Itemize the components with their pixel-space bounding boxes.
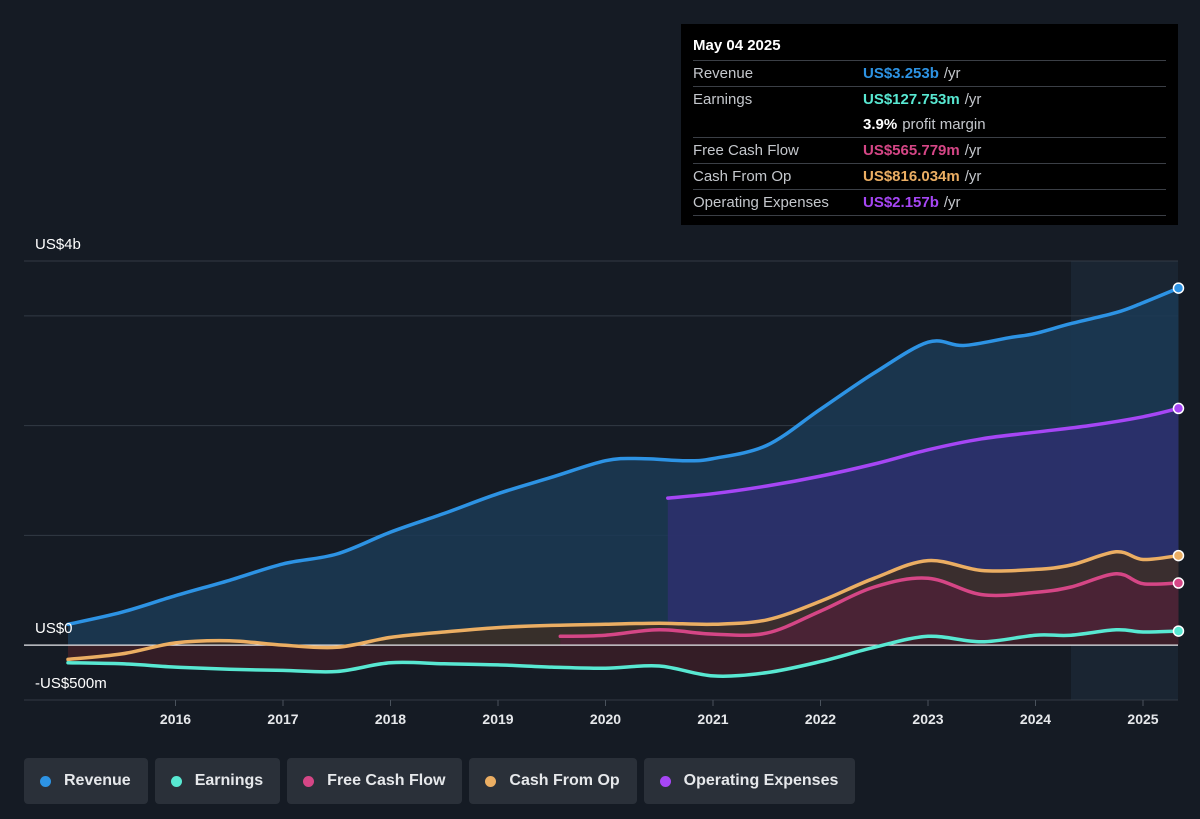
tooltip-panel: May 04 2025 Revenue US$3.253b /yr Earnin… (681, 24, 1178, 225)
tooltip-value: US$127.753m (863, 91, 960, 108)
tooltip-value: US$565.779m (863, 142, 960, 159)
x-tick-label: 2017 (267, 711, 298, 727)
x-tick-label: 2020 (590, 711, 621, 727)
x-tick-label: 2019 (482, 711, 513, 727)
x-tick-label: 2021 (697, 711, 728, 727)
x-tick-label: 2023 (912, 711, 943, 727)
tooltip-label: Revenue (693, 65, 754, 82)
tooltip-value: US$3.253b (863, 65, 939, 82)
x-tick-label: 2025 (1127, 711, 1158, 727)
tooltip-unit: /yr (964, 142, 982, 159)
y-tick-label: US$0 (35, 620, 73, 637)
y-tick-label: US$4b (35, 236, 81, 253)
legend-dot-icon (170, 775, 182, 787)
tooltip-unit: /yr (943, 194, 961, 211)
legend-label: Cash From Op (509, 772, 620, 789)
endpoint-cash-from-op (1172, 549, 1185, 562)
tooltip-label: Operating Expenses (693, 194, 829, 211)
legend-item-operating-expenses[interactable]: Operating Expenses (643, 758, 856, 804)
legend-dot-icon (40, 775, 51, 787)
line-free-cash-flow (558, 572, 1181, 639)
legend-label: Free Cash Flow (327, 772, 446, 789)
legend-label: Earnings (194, 772, 264, 789)
x-tick-label: 2018 (375, 711, 406, 727)
tooltip-value: 3.9% (863, 116, 898, 133)
endpoint-operating-expenses (1172, 402, 1185, 415)
tooltip-unit: /yr (964, 91, 982, 108)
tooltip-value: US$2.157b (863, 194, 939, 211)
tooltip-row-revenue: Revenue US$3.253b /yr (693, 60, 1166, 86)
tooltip-label: Earnings (693, 91, 753, 108)
x-tick-label: 2024 (1020, 711, 1051, 727)
y-tick-label: -US$500m (35, 675, 107, 692)
legend-dot-icon (485, 775, 497, 787)
tooltip-date: May 04 2025 (693, 37, 781, 54)
tooltip-unit: profit margin (902, 116, 986, 133)
tooltip-label: Cash From Op (693, 168, 792, 185)
tooltip-label: Free Cash Flow (693, 142, 799, 159)
area-free-cash-flow (560, 573, 1179, 646)
legend-item-free-cash-flow[interactable]: Free Cash Flow (287, 758, 463, 804)
chart-legend: Revenue Earnings Free Cash Flow Cash Fro… (24, 758, 856, 804)
line-operating-expenses (666, 406, 1181, 500)
tooltip-row-earnings: Earnings US$127.753m /yr (693, 86, 1166, 112)
tooltip-row-operating-expenses: Operating Expenses US$2.157b /yr (693, 189, 1166, 216)
tooltip-row-free-cash-flow: Free Cash Flow US$565.779m /yr (693, 137, 1166, 163)
legend-item-earnings[interactable]: Earnings (154, 758, 281, 804)
tooltip-row-profit-margin: 3.9% profit margin (693, 112, 1166, 137)
tooltip-unit: /yr (964, 168, 982, 185)
line-cash-from-op (66, 550, 1181, 662)
x-tick-label: 2016 (160, 711, 191, 727)
endpoint-earnings (1172, 625, 1185, 637)
tooltip-row-cash-from-op: Cash From Op US$816.034m /yr (693, 163, 1166, 189)
tooltip-value: US$816.034m (863, 168, 960, 185)
legend-dot-icon (659, 775, 671, 787)
line-revenue (66, 286, 1181, 627)
endpoint-free-cash-flow (1172, 577, 1185, 589)
x-tick-label: 2022 (805, 711, 836, 727)
legend-item-cash-from-op[interactable]: Cash From Op (469, 758, 637, 804)
legend-label: Revenue (64, 772, 131, 789)
legend-label: Operating Expenses (683, 772, 839, 789)
tooltip-unit: /yr (943, 65, 961, 82)
endpoint-revenue (1172, 282, 1185, 294)
legend-item-revenue[interactable]: Revenue (24, 758, 148, 804)
line-earnings (66, 627, 1181, 678)
legend-dot-icon (303, 775, 315, 787)
tooltip-label (693, 112, 863, 137)
